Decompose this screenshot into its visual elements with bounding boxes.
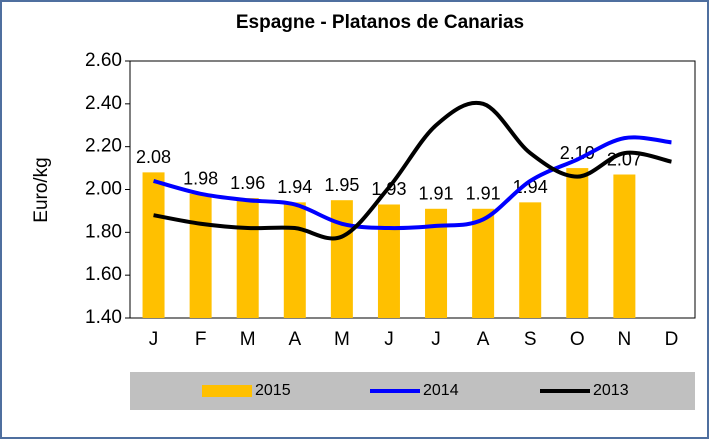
data-label: 2.08 <box>136 147 171 167</box>
bar <box>189 193 212 318</box>
bar <box>566 168 589 318</box>
bar <box>330 200 353 318</box>
x-tick-label: D <box>665 329 679 350</box>
bar <box>142 172 165 318</box>
y-tick-label: 2.60 <box>85 50 122 71</box>
plot-frame <box>129 60 696 319</box>
x-tick-label: J <box>431 329 441 350</box>
bar <box>613 174 636 318</box>
x-tick-label: S <box>524 329 537 350</box>
x-tick-label: J <box>149 329 159 350</box>
bar <box>472 208 495 318</box>
data-label: 1.94 <box>513 177 548 197</box>
legend-label: 2014 <box>423 382 459 399</box>
data-label: 2.10 <box>560 143 595 163</box>
y-axis-label: Euro/kg <box>31 157 52 222</box>
x-tick-label: N <box>618 329 632 350</box>
data-label: 1.91 <box>419 184 454 204</box>
x-tick-label: A <box>477 329 490 350</box>
data-label: 1.91 <box>466 184 501 204</box>
bar <box>425 208 448 318</box>
x-tick-label: J <box>384 329 394 350</box>
legend-swatch <box>202 385 252 397</box>
legend-label: 2013 <box>593 382 629 399</box>
x-tick-label: A <box>288 329 301 350</box>
line-series <box>153 135 672 231</box>
data-label: 1.95 <box>324 175 359 195</box>
bar <box>236 198 259 318</box>
line-series <box>153 100 672 241</box>
y-tick-label: 2.00 <box>85 179 122 200</box>
x-tick-label: O <box>570 329 585 350</box>
data-label: 1.96 <box>230 173 265 193</box>
x-tick-label: M <box>334 329 350 350</box>
data-label: 1.94 <box>277 177 312 197</box>
y-tick-label: 2.20 <box>85 136 122 157</box>
bar <box>519 202 542 318</box>
y-tick-label: 2.40 <box>85 93 122 114</box>
bar <box>283 202 306 318</box>
x-tick-label: F <box>195 329 207 350</box>
data-label: 1.98 <box>183 169 218 189</box>
chart-title: Espagne - Platanos de Canarias <box>236 12 524 33</box>
y-tick-label: 1.40 <box>85 307 122 328</box>
y-tick-label: 1.80 <box>85 221 122 242</box>
bar <box>377 204 400 318</box>
y-tick-label: 1.60 <box>85 264 122 285</box>
x-tick-label: M <box>240 329 256 350</box>
legend-label: 2015 <box>255 382 291 399</box>
